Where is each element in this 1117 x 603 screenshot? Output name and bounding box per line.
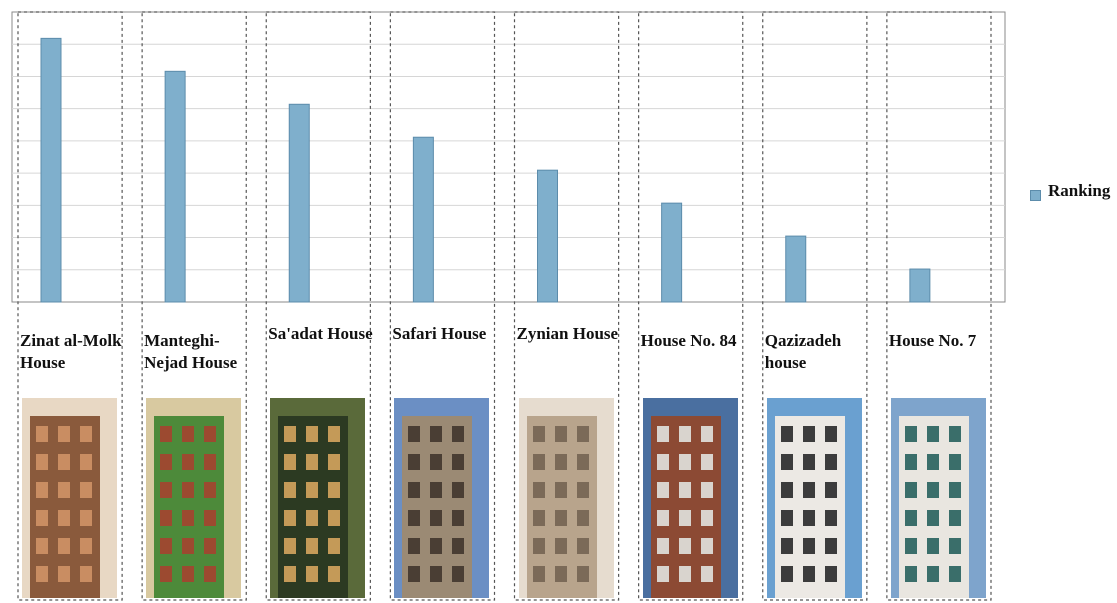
category-label: House No. 7 <box>888 331 977 350</box>
category-frame <box>17 11 123 601</box>
house-photo-house-no-84-brick <box>642 398 738 598</box>
category-label: Safari House <box>392 324 487 343</box>
category-frame <box>389 11 496 601</box>
house-photo-house-no-7-modern <box>890 398 986 598</box>
category-label: Zynian House <box>516 324 619 343</box>
house-photo-zinat-al-molk-courtyard <box>22 398 117 598</box>
bar <box>785 235 807 303</box>
category-label: Sa'adat House <box>268 324 373 343</box>
house-photo-manteghi-nejad-garden <box>146 398 242 598</box>
category-label: Qazizadeh house <box>764 331 842 372</box>
bar <box>40 37 62 303</box>
category-frame <box>265 11 371 601</box>
legend: Ranking <box>1030 180 1110 201</box>
bar <box>412 136 434 303</box>
category-label: Zinat al-Molk House <box>20 331 122 372</box>
house-photo-qazizadeh-house-modern <box>766 398 862 598</box>
category-frame <box>638 11 744 601</box>
plot-area <box>11 11 1006 303</box>
house-photo-zynian-house-facade <box>518 398 614 598</box>
bar <box>164 70 186 303</box>
legend-label: Ranking <box>1048 180 1111 200</box>
bar <box>288 103 310 303</box>
house-photo-safari-house-facade <box>394 398 490 598</box>
category-frame <box>886 11 992 601</box>
category-frame <box>762 11 868 601</box>
category-frame <box>141 11 247 601</box>
bar <box>661 202 683 303</box>
legend-swatch <box>1030 190 1041 201</box>
category-label: Manteghi- Nejad House <box>144 331 238 372</box>
category-frame <box>513 11 620 601</box>
bar <box>909 268 931 303</box>
house-photo-saadat-house-trees <box>270 398 366 598</box>
bar <box>537 169 558 303</box>
category-label: House No. 84 <box>640 331 737 350</box>
